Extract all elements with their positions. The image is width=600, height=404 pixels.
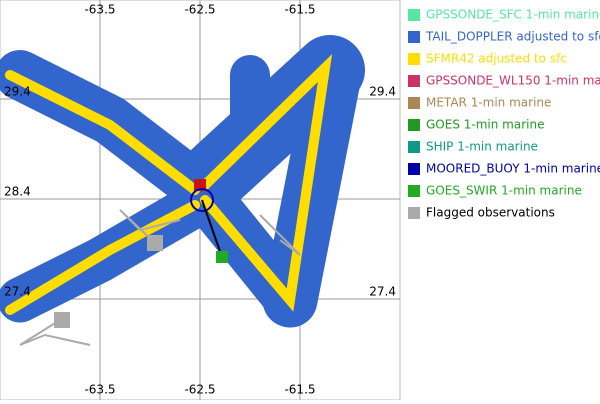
legend-label: TAIL_DOPPLER adjusted to sfc	[425, 30, 600, 44]
legend-label: GOES 1-min marine	[426, 118, 544, 132]
lat-label: 29.4	[4, 85, 31, 99]
lon-label: -63.5	[84, 383, 115, 397]
buoy-marker	[190, 188, 214, 212]
legend-label: GOES_SWIR 1-min marine	[426, 184, 582, 198]
legend-swatch	[408, 75, 420, 87]
lat-label: 29.4	[369, 85, 396, 99]
lon-label: -62.5	[184, 383, 215, 397]
legend-label: METAR 1-min marine	[426, 96, 551, 110]
legend-swatch	[408, 141, 420, 153]
legend-label: MOORED_BUOY 1-min marine	[426, 162, 600, 176]
barbs	[259, 214, 301, 256]
legend-swatch	[408, 119, 420, 131]
legend-swatch	[408, 97, 420, 109]
sonde-marker	[194, 179, 206, 191]
barbs	[19, 319, 91, 346]
legend-swatch	[408, 9, 420, 21]
lat-label: 28.4	[4, 185, 31, 199]
barb	[201, 199, 223, 258]
lon-label: -62.5	[184, 3, 215, 17]
flagged-marker	[54, 312, 70, 328]
legend-label: Flagged observations	[426, 206, 555, 220]
flagged-barbs	[19, 209, 301, 346]
lat-label: 27.4	[4, 285, 31, 299]
flagged-marker	[147, 235, 163, 251]
legend: GPSSONDE_SFC 1-min marine TAIL_DOPPLER ad…	[408, 8, 600, 220]
legend-swatch	[408, 31, 420, 43]
lon-label: -61.5	[284, 3, 315, 17]
sfmr-tracks	[5, 54, 333, 315]
lat-label: 27.4	[369, 285, 396, 299]
lon-label: -61.5	[284, 383, 315, 397]
track	[200, 54, 333, 312]
legend-label: SFMR42 adjusted to sfc	[426, 52, 567, 66]
lon-label: -63.5	[84, 3, 115, 17]
legend-swatch	[408, 53, 420, 65]
legend-swatch	[408, 163, 420, 175]
track	[5, 70, 200, 195]
legend-swatch	[408, 185, 420, 197]
barbs	[119, 209, 181, 244]
goes-marker	[216, 251, 228, 263]
legend-label: GPSSONDE_WL150 1-min mar	[426, 74, 600, 88]
track	[5, 200, 200, 315]
legend-swatch	[408, 207, 420, 219]
coordinate-labels: -63.5 -62.5 -61.5 -63.5 -62.5 -61.5 29.4…	[4, 3, 396, 397]
legend-label: GPSSONDE_SFC 1-min marine	[426, 8, 600, 22]
legend-label: SHIP 1-min marine	[426, 140, 538, 154]
